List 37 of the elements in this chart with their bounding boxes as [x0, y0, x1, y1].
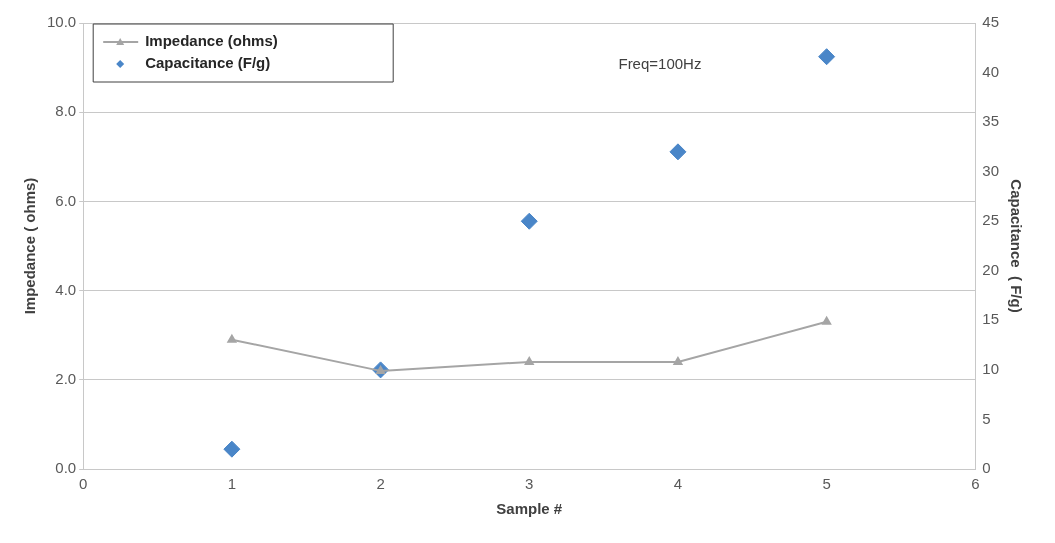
- point: [524, 356, 534, 365]
- point: [520, 212, 538, 230]
- point: [673, 356, 683, 365]
- y2-tick-label: 5: [982, 409, 991, 427]
- y-axis-title: Impedance ( ohms): [21, 177, 39, 315]
- y2-tick-label: 0: [982, 459, 991, 477]
- point: [669, 143, 687, 161]
- y-tick-label: 10.0: [46, 13, 77, 31]
- y2-tick-label: 30: [982, 161, 999, 179]
- y2-tick-label: 15: [982, 310, 999, 328]
- y-tick-label: 8.0: [55, 102, 77, 120]
- point: [818, 48, 836, 66]
- y-tick-label: 6.0: [55, 191, 77, 209]
- y2-axis-title: Capacitance ( F/g): [1007, 179, 1025, 313]
- point: [223, 440, 241, 458]
- y-tick-label: 0.0: [55, 459, 77, 477]
- x-tick-label: 4: [673, 475, 683, 493]
- y-tick-label: 4.0: [55, 280, 77, 298]
- x-tick-label: 1: [227, 475, 237, 493]
- y2-tick-label: 45: [982, 13, 999, 31]
- y2-tick-label: 25: [982, 211, 999, 229]
- y2-tick-label: 40: [982, 62, 999, 80]
- point: [822, 316, 832, 325]
- x-tick-label: 0: [79, 475, 88, 493]
- legend-label: Capacitance (F/g): [145, 54, 271, 72]
- x-tick-label: 3: [525, 475, 534, 493]
- annotation: Freq=100Hz: [618, 55, 702, 73]
- y-tick-label: 2.0: [55, 369, 77, 387]
- x-axis-title: Sample #: [496, 500, 563, 518]
- x-tick-label: 6: [971, 475, 980, 493]
- y2-tick-label: 10: [982, 360, 999, 378]
- y2-tick-label: 35: [982, 112, 999, 130]
- x-tick-label: 5: [822, 475, 831, 493]
- legend-label: Impedance (ohms): [145, 32, 278, 50]
- y2-tick-label: 20: [982, 260, 999, 278]
- x-tick-label: 2: [376, 475, 385, 493]
- point: [227, 334, 237, 343]
